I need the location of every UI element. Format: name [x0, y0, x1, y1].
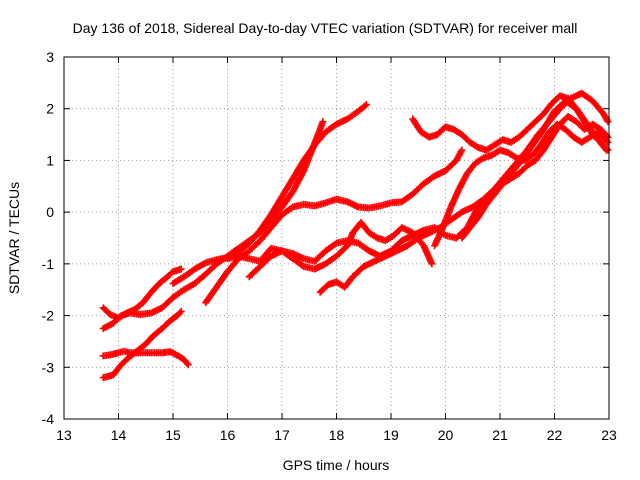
data-point: [428, 260, 436, 268]
data-point: [604, 118, 612, 126]
data-point: [458, 146, 466, 154]
series-track-5: [169, 101, 370, 288]
data-point: [362, 101, 370, 109]
chart-title: Day 136 of 2018, Sidereal Day-to-day VTE…: [73, 20, 578, 36]
x-tick-label: 20: [438, 427, 454, 443]
x-axis-label: GPS time / hours: [283, 457, 390, 473]
data-point: [604, 146, 612, 154]
series-track-11: [431, 120, 612, 250]
data-point: [361, 102, 369, 110]
data-point: [604, 133, 612, 141]
x-tick-label: 23: [601, 427, 617, 443]
data-point: [183, 359, 191, 367]
series-track-4: [99, 118, 327, 332]
y-tick-label: 3: [46, 49, 54, 65]
x-tick-label: 22: [547, 427, 563, 443]
data-point: [319, 118, 327, 126]
y-tick-label: 1: [46, 152, 54, 168]
y-tick-label: -1: [42, 256, 55, 272]
series-track-6: [202, 146, 466, 307]
x-tick-label: 16: [220, 427, 236, 443]
x-tick-label: 21: [492, 427, 508, 443]
data-point: [177, 265, 185, 273]
data-point: [184, 361, 192, 369]
data-point: [177, 307, 185, 315]
x-tick-label: 13: [56, 427, 72, 443]
y-tick-label: 0: [46, 204, 54, 220]
x-tick-label: 17: [274, 427, 290, 443]
y-tick-label: -4: [42, 411, 55, 427]
y-tick-label: -3: [42, 359, 55, 375]
x-tick-label: 14: [111, 427, 127, 443]
series-track-2: [99, 307, 185, 382]
x-tick-label: 15: [165, 427, 181, 443]
x-tick-label: 19: [383, 427, 399, 443]
x-tick-label: 18: [329, 427, 345, 443]
y-axis-label: SDTVAR / TECUs: [6, 182, 22, 294]
series-track-12: [458, 112, 612, 242]
series-track-1: [99, 347, 192, 369]
data-points: [99, 89, 612, 382]
grid: [64, 57, 609, 419]
y-tick-label: -2: [42, 308, 55, 324]
y-tick-label: 2: [46, 101, 54, 117]
